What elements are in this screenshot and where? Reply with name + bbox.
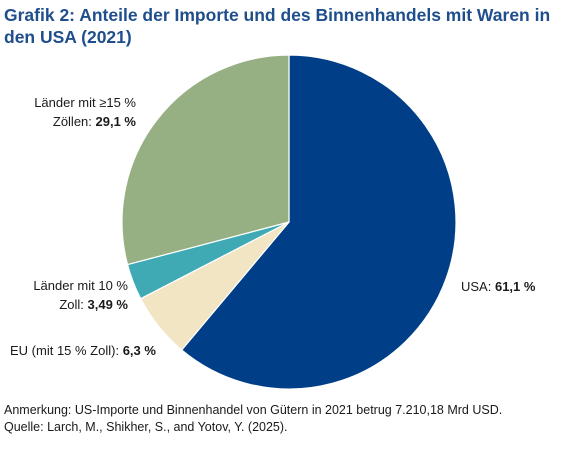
slice-label-eu-value: 6,3 % <box>122 343 156 358</box>
slice-green <box>121 54 290 266</box>
slice-label-green-line2: Zöllen: <box>52 114 96 129</box>
slice-usa <box>180 54 457 390</box>
slice-label-green-line1: Länder mit ≥15 % <box>34 95 136 110</box>
chart-footer: Anmerkung: US-Importe und Binnenhandel v… <box>4 402 502 436</box>
slice-label-green: Länder mit ≥15 % Zöllen: 29,1 % <box>24 93 136 131</box>
footer-source: Quelle: Larch, M., Shikher, S., and Yoto… <box>4 420 288 434</box>
slice-label-teal-line2: Zoll: <box>59 297 88 312</box>
slice-label-green-value: 29,1 % <box>95 114 136 129</box>
slice-label-usa: USA: 61,1 % <box>461 277 535 296</box>
slice-label-teal: Länder mit 10 % Zoll: 3,49 % <box>18 276 128 314</box>
slice-label-usa-value: 61,1 % <box>494 279 536 294</box>
slice-label-eu: EU (mit 15 % Zoll): 6,3 % <box>10 341 156 360</box>
chart-title: Grafik 2: Anteile der Importe und des Bi… <box>4 5 551 47</box>
footer-note: Anmerkung: US-Importe und Binnenhandel v… <box>4 403 503 417</box>
slice-label-teal-line1: Länder mit 10 % <box>33 278 128 293</box>
slice-label-eu-name: EU (mit 15 % Zoll): <box>10 343 123 358</box>
slice-label-usa-name: USA: <box>461 279 495 294</box>
slice-label-teal-value: 3,49 % <box>87 297 128 312</box>
